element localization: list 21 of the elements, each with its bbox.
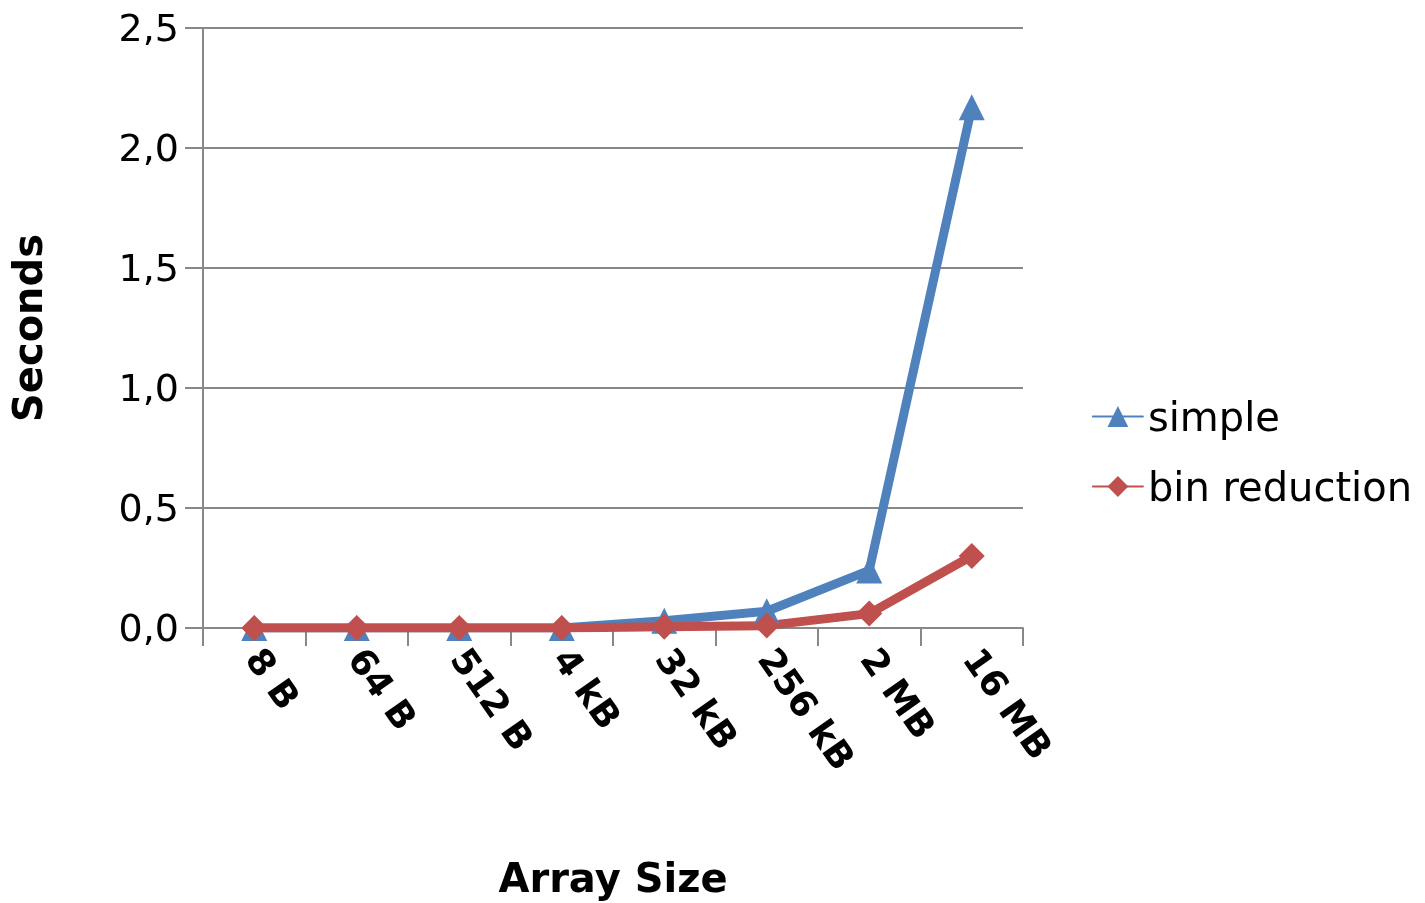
y-tick-label: 0,0 — [118, 606, 179, 650]
point — [958, 94, 985, 121]
legend-label: bin reduction — [1147, 463, 1413, 510]
x-tick-label: 4 kB — [544, 640, 630, 737]
point — [856, 600, 883, 627]
x-tick-label: 32 kB — [647, 640, 747, 758]
point — [753, 612, 780, 639]
legend-label: simple — [1147, 393, 1280, 440]
x-tick-label: 16 MB — [954, 640, 1061, 767]
y-tick-label: 2,0 — [118, 126, 179, 170]
y-axis-title: Seconds — [5, 233, 51, 423]
point — [958, 543, 985, 569]
x-tick-label: 2 MB — [852, 640, 944, 747]
y-tick-label: 1,0 — [118, 366, 179, 410]
y-tick-label: 0,5 — [118, 486, 179, 530]
x-tick-label: 8 B — [237, 640, 309, 718]
y-tick-label: 2,5 — [118, 6, 179, 50]
x-tick-label: 64 B — [339, 640, 426, 738]
x-axis-title: Array Size — [498, 855, 728, 901]
point — [651, 613, 678, 640]
y-tick-label: 1,5 — [118, 246, 179, 290]
